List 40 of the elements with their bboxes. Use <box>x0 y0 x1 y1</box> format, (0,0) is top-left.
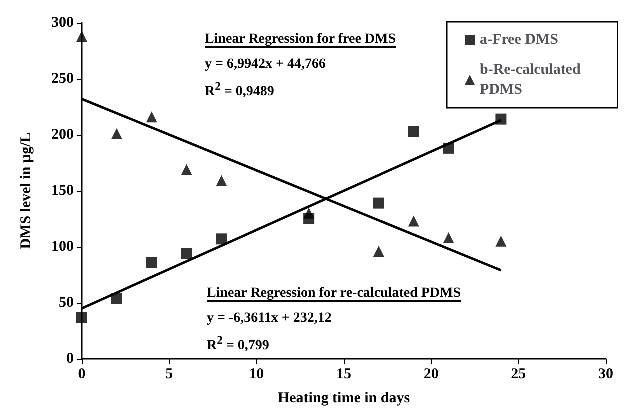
x-axis-title: Heating time in days <box>278 390 410 406</box>
x-tick-label: 30 <box>598 366 614 382</box>
y-tick-label: 300 <box>52 15 74 31</box>
x-tick-label: 25 <box>511 366 526 382</box>
y-tick-label: 150 <box>52 183 74 199</box>
annotation: R$^{2}$ = 0,9489 <box>205 80 274 101</box>
point <box>408 126 420 138</box>
point <box>216 234 228 245</box>
x-tick-label: 10 <box>249 366 264 382</box>
annotation: y = -6,3611x + 232,12 <box>207 311 332 327</box>
y-axis-title: DMS level in µg/L <box>18 132 34 250</box>
y-tick-label: 200 <box>52 127 74 143</box>
y-tick-label: 250 <box>52 71 74 87</box>
annotation: Linear Regression for re-calculated PDMS <box>207 286 462 302</box>
point <box>304 208 315 219</box>
point <box>373 198 384 209</box>
point <box>373 246 384 257</box>
point <box>496 236 507 247</box>
annotation: Linear Regression for free DMS <box>205 32 396 48</box>
annotation: y = 6,9942x + 44,766 <box>205 57 326 73</box>
point <box>408 216 420 227</box>
point <box>146 257 158 268</box>
point <box>181 164 192 176</box>
legend-label: b-Re-calculated PDMS <box>480 62 585 98</box>
point <box>76 312 88 324</box>
point <box>216 175 228 186</box>
point <box>111 128 122 140</box>
y-tick-label: 100 <box>52 239 74 255</box>
point <box>181 248 192 260</box>
point <box>76 30 88 42</box>
x-tick-label: 20 <box>424 366 439 382</box>
x-tick-label: 0 <box>78 366 86 382</box>
y-tick-label: 0 <box>66 351 74 367</box>
annotation: R$^{2}$ = 0,799 <box>207 334 270 355</box>
point <box>443 232 454 244</box>
legend-label: a-Free DMS <box>480 32 558 48</box>
x-tick-label: 5 <box>166 366 174 382</box>
y-tick-label: 50 <box>59 295 74 311</box>
point <box>146 112 158 123</box>
x-tick-label: 15 <box>336 366 352 382</box>
